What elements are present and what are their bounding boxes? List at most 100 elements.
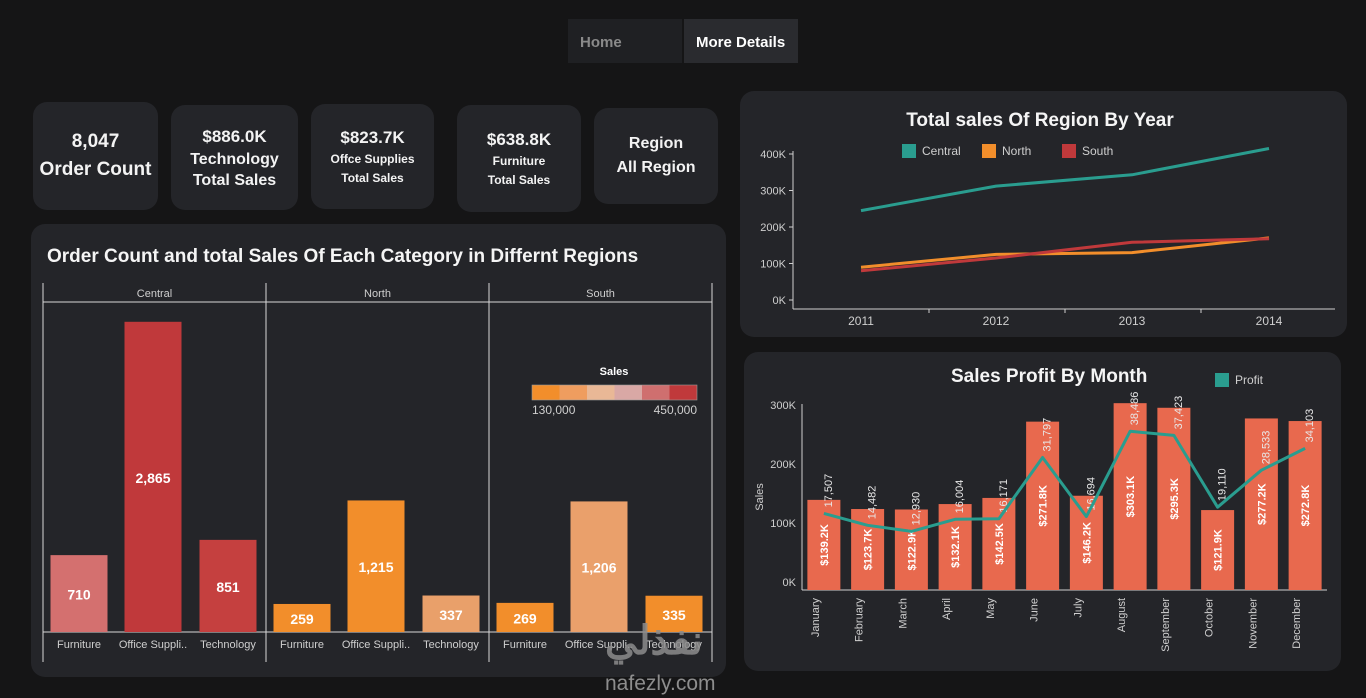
month-bar bbox=[982, 497, 1016, 590]
watermark-latin: nafezly.com bbox=[605, 672, 716, 695]
month-bar-label: $132.1K bbox=[950, 526, 962, 568]
profit-value-label: 37,423 bbox=[1173, 396, 1185, 430]
month-tick-label: March bbox=[897, 598, 909, 629]
category-bar bbox=[645, 595, 703, 632]
kpi-label: Technology bbox=[190, 151, 279, 168]
color-legend-step bbox=[614, 385, 642, 400]
y-axis-title: Sales bbox=[754, 483, 766, 511]
y-tick-label: 100K bbox=[770, 518, 796, 530]
y-tick-label: 200K bbox=[760, 222, 786, 234]
profit-value-label: 34,103 bbox=[1304, 409, 1316, 443]
legend-swatch bbox=[902, 144, 916, 158]
month-bar bbox=[1244, 418, 1278, 590]
month-bar-label: $139.2K bbox=[819, 524, 831, 566]
month-tick-label: June bbox=[1029, 598, 1041, 622]
legend-label: North bbox=[1002, 144, 1032, 158]
month-tick-label: January bbox=[810, 598, 822, 638]
x-tick-label: 2014 bbox=[1256, 314, 1283, 328]
kpi-furniture-sales: $638.8K Furniture Total Sales bbox=[457, 105, 581, 212]
month-bar-label: $272.8K bbox=[1300, 485, 1312, 527]
kpi-value: $886.0K bbox=[202, 127, 267, 146]
series-line-central bbox=[860, 147, 1270, 213]
kpi-value: $823.7K bbox=[340, 128, 405, 147]
x-tick-label: 2013 bbox=[1119, 314, 1146, 328]
legend-central: Central bbox=[902, 144, 961, 158]
category-tick-label: Technology bbox=[646, 639, 702, 651]
month-tick-label: October bbox=[1204, 598, 1216, 637]
legend-label: South bbox=[1082, 144, 1114, 158]
legend-swatch bbox=[1062, 144, 1076, 158]
month-bar-label: $122.9K bbox=[906, 529, 918, 571]
legend-label: Profit bbox=[1235, 373, 1264, 387]
month-tick-label: May bbox=[985, 598, 997, 619]
legend-profit: Profit bbox=[1215, 373, 1263, 387]
month-bar bbox=[1201, 510, 1235, 590]
region-year-chart-title: Total sales Of Region By Year bbox=[906, 110, 1174, 131]
kpi-label: Order Count bbox=[39, 159, 152, 180]
panel-label: Central bbox=[137, 288, 172, 300]
category-tick-label: Office Suppli.. bbox=[119, 639, 187, 651]
month-bar-label: $146.2K bbox=[1081, 522, 1093, 564]
y-tick-label: 100K bbox=[760, 259, 786, 271]
kpi-region-filter[interactable]: Region All Region bbox=[594, 108, 718, 204]
kpi-label-2: Total Sales bbox=[487, 173, 551, 187]
category-tick-label: Furniture bbox=[57, 639, 101, 651]
y-tick-label: 0K bbox=[773, 295, 787, 307]
month-bar-label: $295.3K bbox=[1169, 478, 1181, 520]
y-tick-label: 300K bbox=[760, 186, 786, 198]
category-region-chart-title: Order Count and total Sales Of Each Cate… bbox=[47, 246, 639, 267]
bar-value-label: 1,215 bbox=[358, 559, 393, 575]
month-bar-label: $121.9K bbox=[1213, 529, 1225, 571]
category-tick-label: Office Suppli.. bbox=[342, 639, 410, 651]
profit-line bbox=[823, 429, 1306, 533]
y-tick-label: 400K bbox=[760, 149, 786, 161]
bar-value-label: 259 bbox=[290, 611, 314, 627]
bar-value-label: 269 bbox=[513, 610, 537, 626]
region-label: Region bbox=[628, 135, 684, 152]
color-legend-step bbox=[669, 385, 697, 400]
y-tick-label: 300K bbox=[770, 400, 796, 412]
profit-value-label: 17,507 bbox=[823, 474, 835, 508]
category-bar bbox=[50, 555, 108, 632]
panel-label: South bbox=[586, 288, 615, 300]
category-tick-label: Technology bbox=[200, 639, 256, 651]
panel-label: North bbox=[364, 288, 391, 300]
color-legend-title: Sales bbox=[600, 366, 629, 378]
kpi-label: Furniture bbox=[492, 154, 546, 168]
series-line-north bbox=[860, 236, 1270, 269]
color-legend-step bbox=[587, 385, 615, 400]
bar-value-label: 1,206 bbox=[581, 560, 616, 576]
month-tick-label: July bbox=[1072, 598, 1084, 618]
month-bar-label: $142.5K bbox=[994, 523, 1006, 565]
profit-value-label: 31,797 bbox=[1042, 418, 1054, 452]
profit-value-label: 16,171 bbox=[998, 479, 1010, 513]
bar-value-label: 335 bbox=[662, 607, 686, 623]
bar-value-label: 337 bbox=[439, 607, 463, 623]
month-bar bbox=[1026, 421, 1060, 590]
y-tick-label: 0K bbox=[783, 577, 797, 589]
profit-value-label: 19,110 bbox=[1217, 468, 1229, 501]
more-details-tab[interactable]: More Details bbox=[684, 19, 798, 63]
month-tick-label: November bbox=[1247, 598, 1259, 649]
legend-swatch bbox=[982, 144, 996, 158]
bar-value-label: 710 bbox=[67, 587, 91, 603]
kpi-label-2: Total Sales bbox=[341, 171, 404, 185]
series-line-south bbox=[860, 237, 1270, 273]
category-bar bbox=[570, 501, 628, 632]
home-tab[interactable]: Home bbox=[568, 19, 682, 63]
kpi-technology-sales: $886.0K Technology Total Sales bbox=[171, 105, 298, 210]
month-tick-label: April bbox=[941, 598, 953, 620]
color-legend-step bbox=[532, 385, 560, 400]
category-bar bbox=[347, 500, 405, 632]
category-bar bbox=[496, 602, 554, 632]
sales-profit-month-chart: Sales 0K 100K 200K 300K $139.2K January 17,507 $… bbox=[754, 392, 1327, 652]
month-bar-label: $123.7K bbox=[863, 529, 875, 571]
category-tick-label: Furniture bbox=[503, 639, 547, 651]
x-tick-label: 2011 bbox=[848, 314, 874, 328]
legend-north: North bbox=[982, 144, 1031, 158]
profit-value-label: 16,004 bbox=[954, 480, 966, 514]
month-bar bbox=[1069, 495, 1103, 590]
profit-value-label: 28,533 bbox=[1260, 431, 1272, 465]
category-bar bbox=[124, 321, 182, 632]
kpi-label: Offce Supplies bbox=[330, 152, 415, 166]
